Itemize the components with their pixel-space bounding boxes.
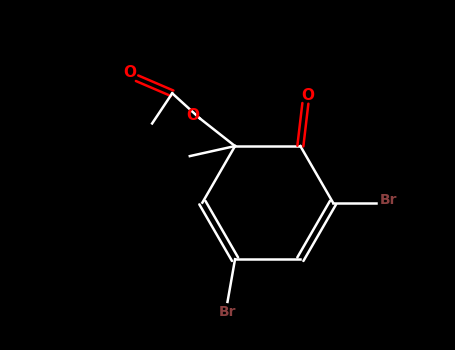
- Text: O: O: [186, 108, 199, 124]
- Text: O: O: [301, 88, 314, 103]
- Text: Br: Br: [219, 305, 236, 319]
- Text: Br: Br: [379, 193, 397, 207]
- Text: O: O: [123, 65, 136, 80]
